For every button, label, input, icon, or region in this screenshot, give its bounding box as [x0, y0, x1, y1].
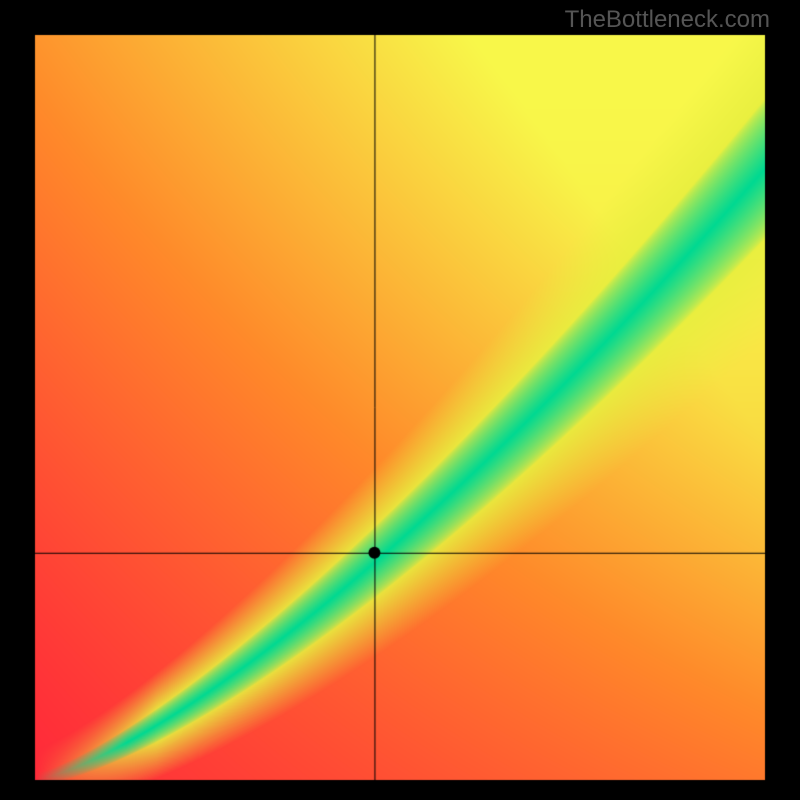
- watermark-text: TheBottleneck.com: [565, 6, 770, 34]
- chart-container: TheBottleneck.com: [0, 0, 800, 800]
- bottleneck-heatmap: [0, 0, 800, 800]
